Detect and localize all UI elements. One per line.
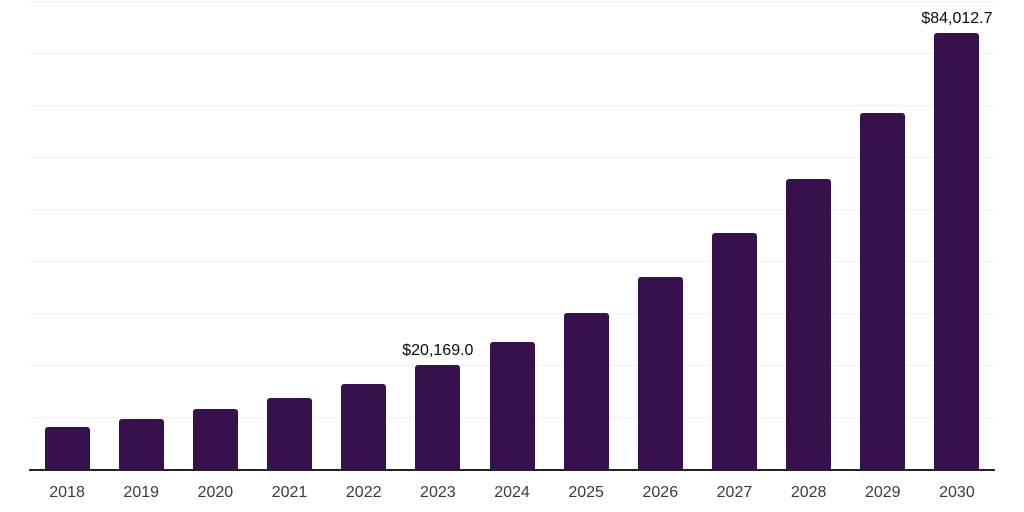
bar-2028 <box>786 179 832 470</box>
x-tick-2020: 2020 <box>197 484 234 501</box>
x-axis-labels: 2018 2019 2020 2021 2022 2023 2024 2025 2026 2027… <box>30 483 994 505</box>
x-tick-2027: 2027 <box>716 484 753 501</box>
bar-2029 <box>860 113 906 470</box>
x-tick-2025: 2025 <box>568 484 604 501</box>
bar-2030 <box>934 33 980 470</box>
bar-2026 <box>637 277 683 470</box>
bar-2018 <box>44 427 90 470</box>
gridline-60000 <box>30 157 994 158</box>
bar-2020 <box>192 409 238 470</box>
gridline-30000 <box>30 313 994 314</box>
gridline-50000 <box>30 209 994 210</box>
bar-2023 <box>415 365 461 470</box>
bar-2022 <box>341 384 387 470</box>
gridline-90000 <box>30 1 994 2</box>
bar-2021 <box>267 398 313 470</box>
gridline-40000 <box>30 261 994 262</box>
x-tick-2024: 2024 <box>494 484 530 501</box>
gridline-80000 <box>30 53 994 54</box>
data-label-2023: $20,169.0 <box>402 342 474 360</box>
x-tick-2030: 2030 <box>939 484 975 501</box>
x-tick-2019: 2019 <box>123 484 160 501</box>
data-label-2030: $84,012.7 <box>921 10 993 28</box>
x-tick-2029: 2029 <box>864 484 901 501</box>
x-tick-2028: 2028 <box>790 484 827 501</box>
x-axis-line <box>29 469 995 471</box>
plot-area: $20,169.0 $84,012.7 <box>30 1 994 470</box>
x-tick-2023: 2023 <box>420 484 456 501</box>
bar-2019 <box>118 419 164 470</box>
bar-2025 <box>563 312 609 470</box>
gridline-70000 <box>30 105 994 106</box>
bar-2027 <box>711 232 757 470</box>
bar-2024 <box>489 341 535 470</box>
x-tick-2026: 2026 <box>642 484 679 501</box>
x-tick-2018: 2018 <box>49 484 85 501</box>
x-tick-2021: 2021 <box>271 484 308 501</box>
x-tick-2022: 2022 <box>345 484 382 501</box>
